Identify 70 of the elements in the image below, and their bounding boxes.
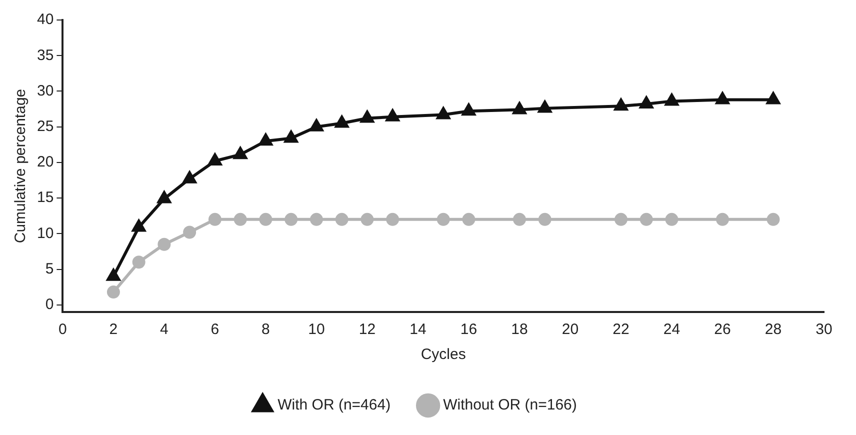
x-tick-label: 22 (612, 321, 630, 338)
point (436, 107, 450, 120)
point (462, 212, 476, 226)
point (335, 212, 348, 226)
x-tick-label: 18 (511, 321, 528, 338)
point (386, 109, 400, 122)
point (234, 212, 247, 226)
point (716, 212, 729, 226)
point (640, 212, 653, 226)
y-tick-label: 10 (36, 224, 54, 242)
point (665, 94, 678, 106)
point (182, 171, 196, 184)
point (640, 96, 654, 109)
point (132, 220, 146, 232)
point (462, 104, 476, 116)
point (360, 110, 374, 123)
point (310, 212, 323, 226)
y-tick-label: 5 (45, 260, 54, 278)
point (234, 147, 248, 160)
x-tick-label: 26 (714, 321, 731, 338)
point (512, 102, 526, 114)
point (614, 212, 628, 226)
y-tick-label: 25 (36, 118, 54, 135)
y-tick-label: 35 (36, 46, 54, 64)
point (132, 256, 146, 269)
x-tick-label: 2 (109, 321, 118, 338)
x-tick-label: 6 (210, 321, 220, 338)
point (360, 212, 374, 226)
point (538, 100, 552, 113)
point (386, 212, 400, 226)
y-tick-label: 40 (36, 11, 54, 28)
point (310, 119, 324, 132)
point (106, 286, 120, 299)
x-tick-label: 24 (663, 321, 680, 338)
x-axis-title: Cycles (420, 346, 466, 364)
point (208, 212, 222, 226)
point (335, 116, 349, 128)
point (614, 98, 628, 111)
point (538, 212, 552, 226)
x-tick-label: 28 (764, 321, 782, 338)
y-tick-label: 20 (36, 154, 54, 171)
y-tick-label: 15 (36, 189, 54, 206)
point (716, 92, 730, 104)
x-tick-label: 30 (816, 321, 832, 338)
point (766, 212, 780, 226)
x-tick-label: 16 (460, 321, 478, 338)
x-tick-label: 4 (160, 321, 168, 338)
point (157, 191, 171, 204)
point (183, 226, 196, 239)
x-tick-label: 20 (562, 321, 579, 338)
point (158, 238, 171, 251)
y-tick-label: 0 (45, 296, 54, 314)
x-tick-label: 8 (262, 321, 270, 338)
x-tick-label: 12 (358, 321, 376, 338)
y-axis-title: Cumulative percentage (12, 88, 30, 244)
point (436, 212, 450, 226)
x-tick-label: 0 (58, 321, 67, 338)
x-tick-label: 14 (410, 321, 426, 338)
point (259, 134, 272, 146)
point (259, 212, 272, 226)
point (284, 212, 298, 226)
point (512, 212, 526, 226)
y-tick-label: 30 (36, 82, 54, 100)
point (208, 154, 222, 166)
point (766, 92, 780, 104)
point (665, 212, 678, 226)
legend-label: With OR (n=464) (278, 396, 391, 414)
legend-label: Without OR (n=166) (443, 396, 577, 414)
point (284, 130, 298, 143)
x-tick-label: 10 (308, 321, 325, 338)
